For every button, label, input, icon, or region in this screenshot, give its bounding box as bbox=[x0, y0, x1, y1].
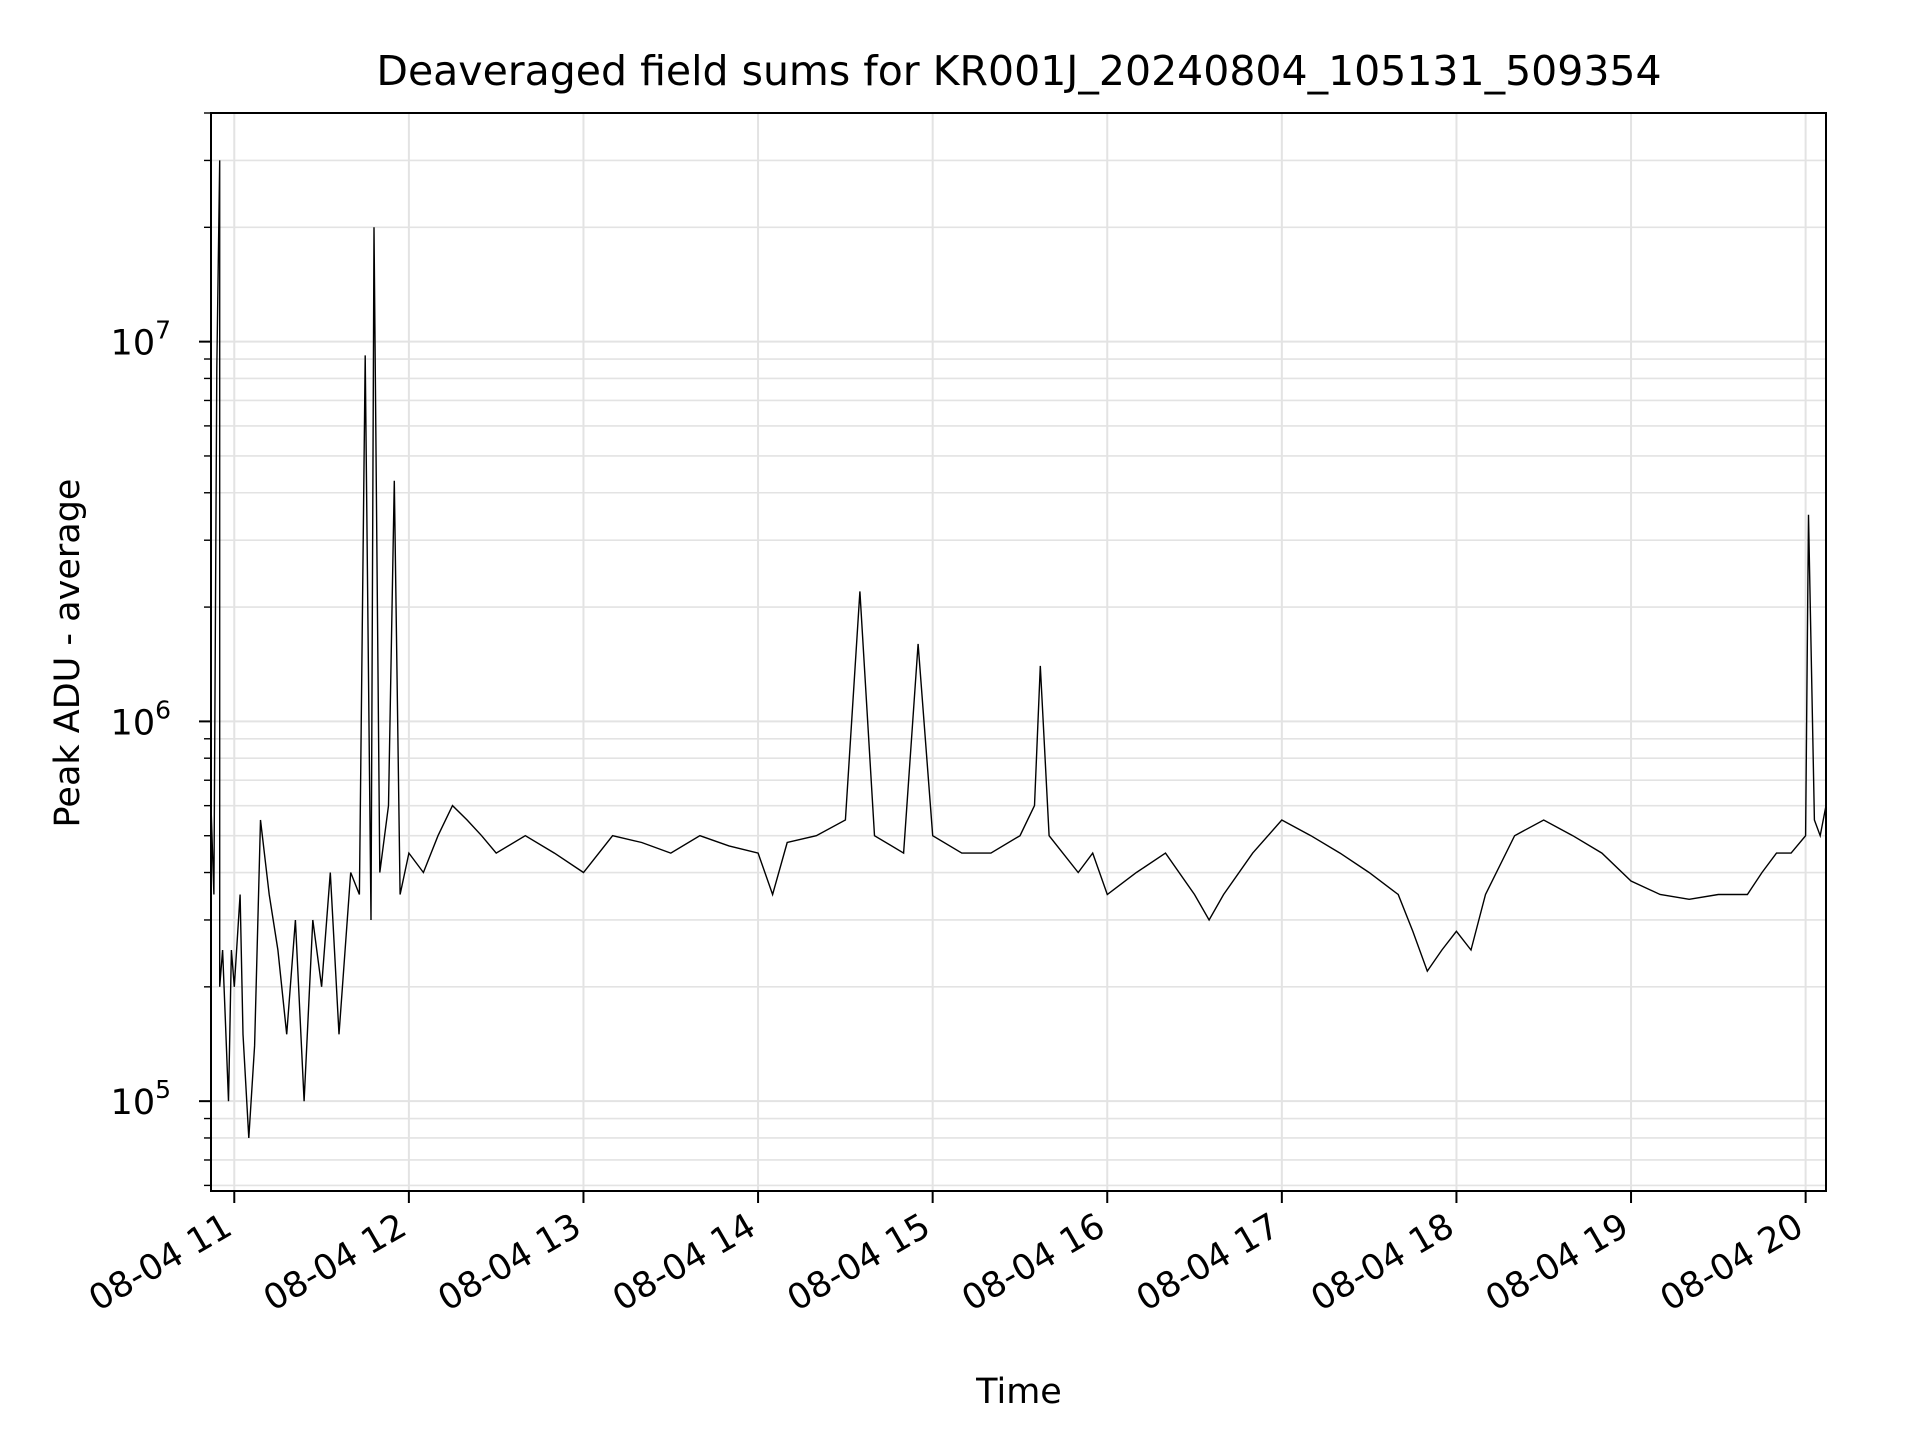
x-tick-label: 08-04 18 bbox=[1305, 1206, 1461, 1319]
x-tick-label: 08-04 13 bbox=[432, 1206, 588, 1319]
x-tick-label: 08-04 20 bbox=[1654, 1206, 1810, 1319]
x-tick-label: 08-04 14 bbox=[606, 1206, 762, 1319]
chart-title: Deaveraged field sums for KR001J_2024080… bbox=[376, 47, 1661, 95]
y-tick-label: 106 bbox=[111, 695, 171, 743]
y-axis-ticks: 105 106 107 bbox=[111, 112, 211, 1187]
grid bbox=[211, 112, 1826, 1191]
y-tick-label: 107 bbox=[111, 316, 171, 364]
x-tick-label: 08-04 12 bbox=[257, 1206, 413, 1319]
x-axis-ticks: 08-04 11 08-04 12 08-04 13 08-04 14 08-04 15… bbox=[82, 1191, 1810, 1319]
x-tick-label: 08-04 16 bbox=[955, 1206, 1111, 1319]
series-layer bbox=[210, 160, 1827, 1139]
y-tick-label: 105 bbox=[111, 1075, 171, 1123]
x-tick-label: 08-04 11 bbox=[82, 1206, 238, 1319]
x-axis-label: Time bbox=[975, 1372, 1062, 1412]
plot-area-frame bbox=[210, 112, 1827, 1192]
y-axis-label: Peak ADU - average bbox=[48, 479, 88, 828]
x-tick-label: 08-04 19 bbox=[1479, 1206, 1635, 1319]
x-tick-label: 08-04 17 bbox=[1130, 1206, 1286, 1319]
series-line bbox=[210, 160, 1827, 1139]
x-tick-label: 08-04 15 bbox=[781, 1206, 937, 1319]
